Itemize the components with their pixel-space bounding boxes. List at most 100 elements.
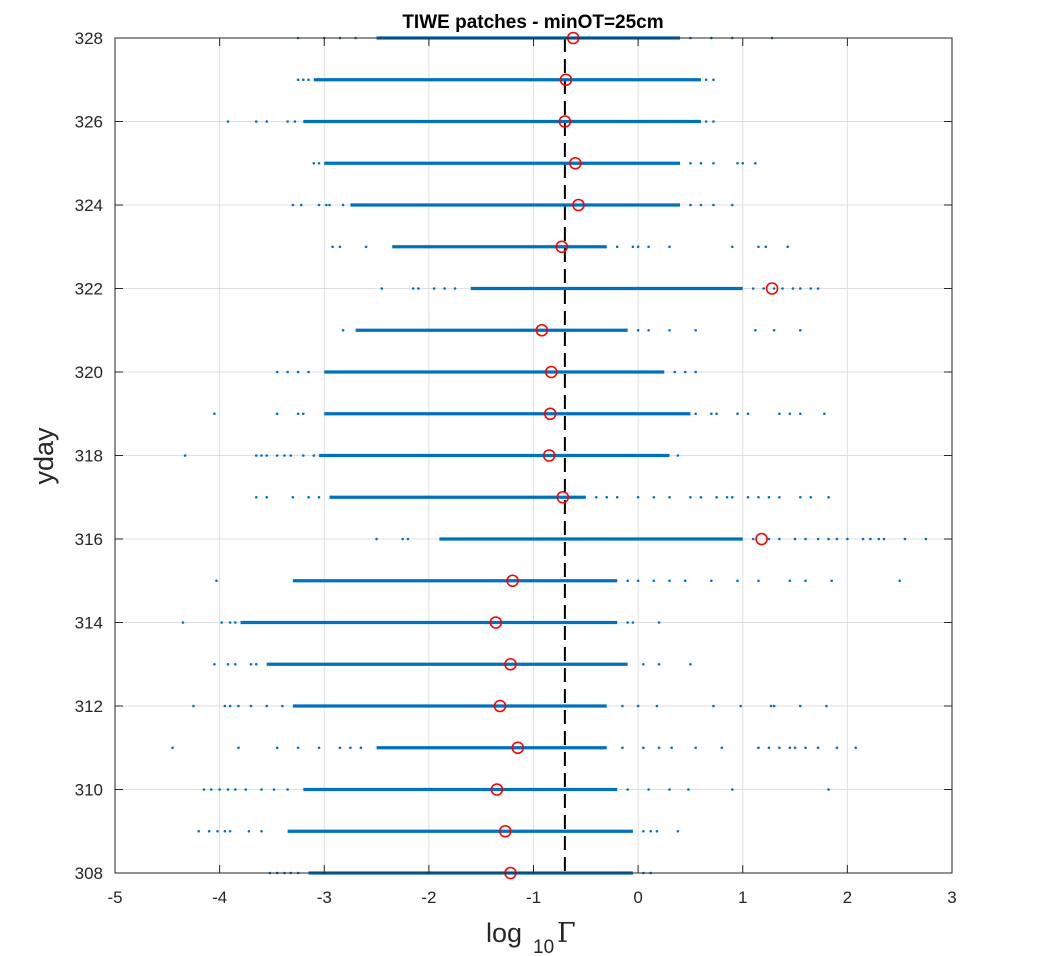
data-point xyxy=(657,746,661,750)
data-point xyxy=(293,120,297,123)
data-point xyxy=(265,454,269,457)
data-point xyxy=(234,788,237,791)
data-point xyxy=(307,370,310,374)
data-point xyxy=(260,788,263,791)
data-point xyxy=(171,746,174,750)
data-point xyxy=(668,579,671,583)
data-point xyxy=(226,120,230,123)
data-point xyxy=(317,746,321,750)
data-point xyxy=(694,370,697,374)
data-point xyxy=(793,537,797,541)
x-tick-label: 1 xyxy=(738,888,747,907)
data-point xyxy=(228,704,232,708)
data-point xyxy=(237,746,240,750)
y-tick-label: 318 xyxy=(75,447,103,466)
data-point xyxy=(417,287,420,290)
y-tick-label: 310 xyxy=(75,781,103,800)
data-point xyxy=(757,746,760,750)
data-point xyxy=(694,328,697,332)
data-point xyxy=(307,78,310,82)
data-point xyxy=(835,746,839,750)
data-point xyxy=(699,495,703,499)
x-tick-label: 0 xyxy=(633,888,642,907)
data-point xyxy=(694,412,697,416)
data-point xyxy=(712,704,715,708)
data-point xyxy=(626,621,629,624)
x-tick-label: -3 xyxy=(317,888,332,907)
data-point xyxy=(359,746,363,750)
data-point xyxy=(615,495,619,499)
data-point xyxy=(254,120,258,123)
data-point xyxy=(712,78,715,82)
data-point xyxy=(769,704,773,708)
data-point xyxy=(406,537,410,541)
data-point xyxy=(798,704,802,708)
data-point xyxy=(898,579,901,583)
chart-title: TIWE patches - minOT=25cm xyxy=(402,12,663,33)
data-point xyxy=(302,78,305,82)
data-point xyxy=(683,579,687,583)
data-point xyxy=(809,495,813,499)
data-point xyxy=(736,412,739,416)
data-point xyxy=(704,120,708,123)
data-point xyxy=(649,829,652,833)
data-point xyxy=(854,746,858,750)
data-point xyxy=(411,287,415,290)
data-point xyxy=(207,829,211,833)
median-marker xyxy=(506,574,519,588)
x-axis-label: log 10 Γ xyxy=(486,918,576,956)
median-marker xyxy=(511,741,525,755)
data-point xyxy=(882,537,886,541)
data-point xyxy=(715,495,718,499)
data-point xyxy=(286,788,289,791)
y-tick-label: 316 xyxy=(75,530,103,549)
data-point xyxy=(798,287,802,290)
data-point xyxy=(827,495,830,499)
data-point xyxy=(720,746,724,750)
data-point xyxy=(668,245,671,249)
data-point xyxy=(767,746,771,750)
data-point xyxy=(636,579,640,583)
data-point xyxy=(809,287,813,290)
data-point xyxy=(254,662,258,666)
data-point xyxy=(746,412,750,416)
data-point xyxy=(647,245,650,249)
data-point xyxy=(247,829,251,833)
data-point xyxy=(647,788,650,791)
data-point xyxy=(621,746,624,750)
data-point xyxy=(778,412,781,416)
data-point xyxy=(213,662,216,666)
data-point xyxy=(830,579,833,583)
data-point xyxy=(260,829,263,833)
data-point xyxy=(699,161,703,165)
x-axis-label-subscript: 10 xyxy=(533,937,554,956)
median-marker xyxy=(489,616,503,629)
data-point xyxy=(924,537,928,541)
data-point xyxy=(767,495,771,499)
data-point xyxy=(317,161,321,165)
data-point xyxy=(209,788,213,791)
data-point xyxy=(631,245,635,249)
data-point xyxy=(302,454,305,457)
data-point xyxy=(218,788,221,791)
median-marker xyxy=(543,407,557,421)
data-point xyxy=(827,537,830,541)
data-point xyxy=(710,412,713,416)
data-point xyxy=(220,621,224,624)
median-marker xyxy=(572,198,585,212)
data-point xyxy=(275,454,279,457)
x-tick-label: -2 xyxy=(421,888,436,907)
data-point xyxy=(291,203,295,207)
median-marker xyxy=(558,115,572,128)
data-point xyxy=(869,537,872,541)
data-point xyxy=(202,788,206,791)
data-point xyxy=(754,328,757,332)
data-point xyxy=(197,829,200,833)
data-point xyxy=(254,495,258,499)
median-marker xyxy=(559,73,573,87)
data-point xyxy=(778,746,781,750)
y-tick-label: 324 xyxy=(75,196,103,215)
data-point xyxy=(215,579,218,583)
data-point xyxy=(655,829,659,833)
data-point xyxy=(823,412,826,416)
